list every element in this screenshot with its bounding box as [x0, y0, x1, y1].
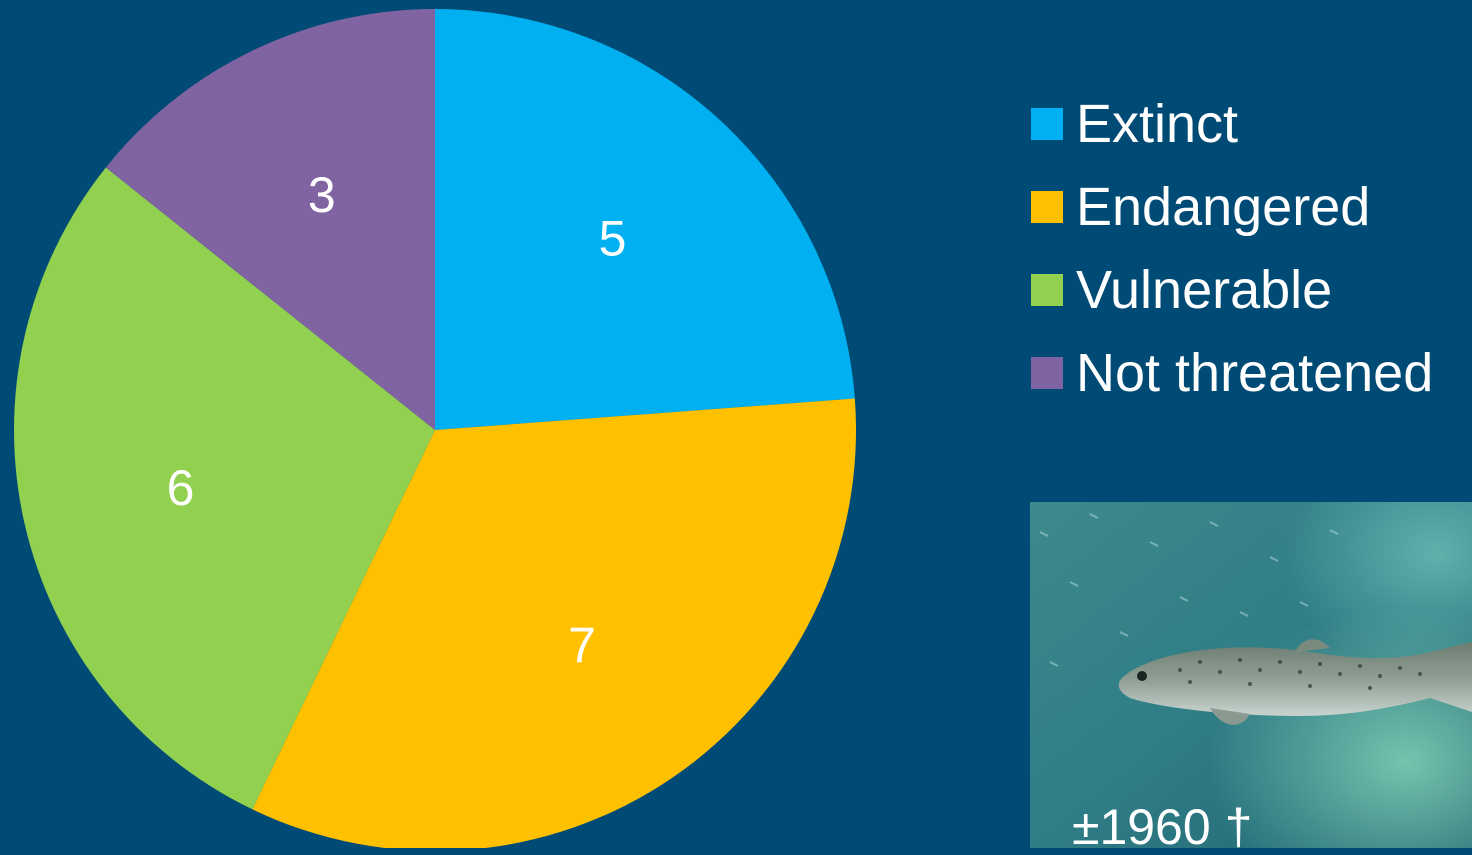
- legend-swatch-vulnerable: [1031, 273, 1063, 306]
- legend-swatch-extinct: [1031, 107, 1063, 140]
- legend-label-endangered: Endangered: [1076, 176, 1371, 237]
- data-label-not-threatened: 3: [308, 167, 336, 223]
- legend-item-extinct: Extinct: [1031, 82, 1433, 165]
- data-label-endangered: 7: [568, 618, 596, 674]
- legend-swatch-not-threatened: [1031, 356, 1063, 389]
- photo-caption: ±1960 †: [1072, 799, 1253, 855]
- fish-shape: [1118, 639, 1472, 725]
- data-label-vulnerable: 6: [167, 460, 195, 516]
- pie-slice-vulnerable: [13, 167, 435, 810]
- pie-chart: 5 7 6 3: [13, 9, 856, 848]
- legend-label-extinct: Extinct: [1076, 93, 1239, 154]
- pie-slice-not-threatened: [105, 9, 436, 430]
- trout-fish-image: [1030, 502, 1472, 848]
- legend: Extinct Endangered Vulnerable Not threat…: [1031, 82, 1433, 414]
- legend-item-vulnerable: Vulnerable: [1031, 248, 1433, 331]
- legend-label-vulnerable: Vulnerable: [1076, 259, 1333, 320]
- pie-slice-extinct: [435, 9, 855, 430]
- legend-swatch-endangered: [1031, 190, 1063, 223]
- trout-photo: [1030, 502, 1472, 848]
- legend-item-endangered: Endangered: [1031, 165, 1433, 248]
- legend-label-not-threatened: Not threatened: [1076, 342, 1434, 403]
- legend-item-not-threatened: Not threatened: [1031, 331, 1433, 414]
- data-label-extinct: 5: [599, 211, 627, 267]
- pie-slice-endangered: [252, 398, 856, 848]
